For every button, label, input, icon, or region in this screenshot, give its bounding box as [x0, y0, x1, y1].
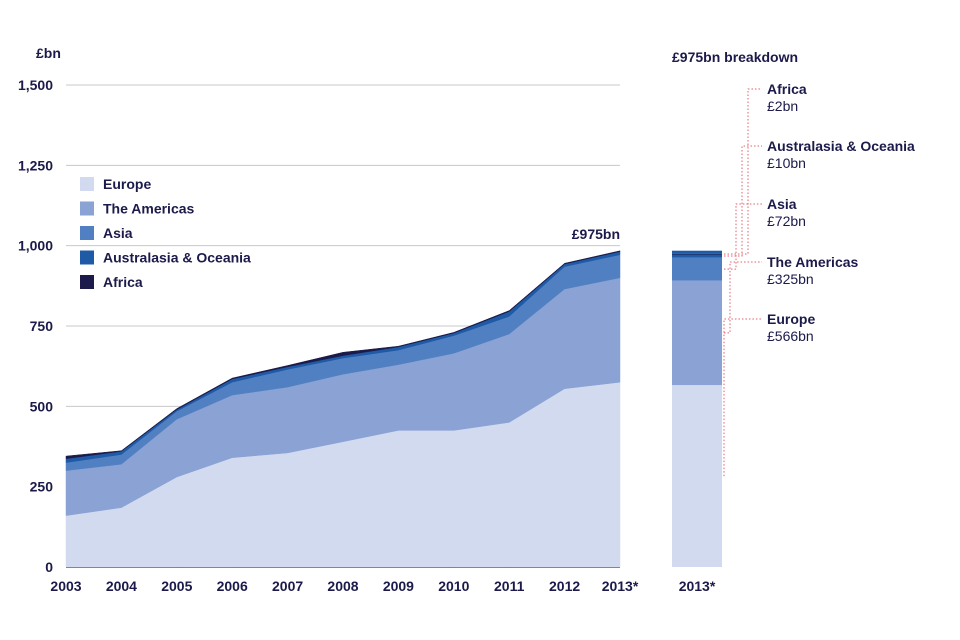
legend-swatch: [80, 177, 94, 191]
legend-label: Europe: [103, 176, 151, 192]
legend-swatch: [80, 201, 94, 216]
x-tick-label: 2010: [438, 578, 469, 594]
breakdown-item-name: The Americas: [767, 254, 859, 270]
breakdown-item-value: £2bn: [767, 98, 798, 114]
legend-label: The Americas: [103, 201, 195, 217]
legend-swatch: [80, 275, 94, 289]
y-tick-label: 250: [30, 479, 54, 495]
breakdown-item-name: Europe: [767, 311, 815, 327]
x-tick-label: 2005: [161, 578, 192, 594]
legend-label: Australasia & Oceania: [103, 250, 251, 266]
breakdown-labels: Africa£2bn Australasia & Oceania£10bn Asia…: [723, 81, 915, 477]
y-tick-label: 500: [30, 398, 54, 414]
breakdown-item-value: £566bn: [767, 328, 814, 344]
breakdown-leader-line: [724, 88, 762, 255]
x-tick-label: 2013*: [602, 578, 639, 594]
x-tick-label: 2007: [272, 578, 303, 594]
x-tick-label: 2004: [106, 578, 137, 594]
total-annotation: £975bn: [572, 226, 620, 242]
x-tick-label: 2011: [494, 578, 525, 594]
y-tick-label: 1,000: [18, 238, 53, 254]
area-africa: [65, 250, 621, 459]
breakdown-segment-europe: [672, 385, 722, 567]
breakdown-segment-the-americas: [672, 280, 722, 386]
y-tick-label: 0: [45, 559, 53, 575]
breakdown-title: £975bn breakdown: [672, 49, 798, 65]
legend: Europe The Americas Asia Australasia & Ocea…: [80, 176, 251, 290]
legend-label: Asia: [103, 225, 133, 241]
x-axis-ticks: 2003 2004 2005 2006 2007 2008 2009 2010 2011 2012…: [50, 578, 638, 594]
y-tick-label: 750: [30, 318, 54, 334]
breakdown-leader-line: [724, 261, 762, 334]
y-axis-unit-label: £bn: [36, 45, 61, 61]
legend-label: Africa: [103, 274, 143, 290]
x-tick-label: 2008: [327, 578, 358, 594]
breakdown-item-value: £10bn: [767, 155, 806, 171]
legend-swatch: [80, 226, 94, 240]
breakdown-leader-line: [724, 145, 762, 257]
x-tick-label: 2006: [217, 578, 248, 594]
stacked-areas: [65, 250, 621, 568]
breakdown-segment-africa: [672, 253, 722, 255]
breakdown-leader-line: [724, 203, 762, 270]
legend-swatch: [80, 250, 94, 265]
breakdown-item-name: Africa: [767, 81, 807, 97]
breakdown-segment-asia: [672, 257, 722, 281]
breakdown-bar: [672, 250, 722, 567]
x-tick-label: 2003: [50, 578, 81, 594]
breakdown-item-name: Australasia & Oceania: [767, 138, 915, 154]
breakdown-leader-line: [723, 318, 762, 477]
y-tick-label: 1,500: [18, 77, 53, 93]
breakdown-segment-australasia-and-oceania: [672, 254, 722, 258]
y-tick-label: 1,250: [18, 157, 53, 173]
y-axis-ticks: 0 250 500 750 1,000 1,250 1,500: [18, 77, 53, 575]
breakdown-bar-cap: [672, 250, 722, 254]
breakdown-x-label: 2013*: [679, 578, 716, 594]
breakdown-item-value: £72bn: [767, 213, 806, 229]
breakdown-item-name: Asia: [767, 196, 797, 212]
x-tick-label: 2009: [383, 578, 414, 594]
breakdown-item-value: £325bn: [767, 271, 814, 287]
x-tick-label: 2012: [549, 578, 580, 594]
